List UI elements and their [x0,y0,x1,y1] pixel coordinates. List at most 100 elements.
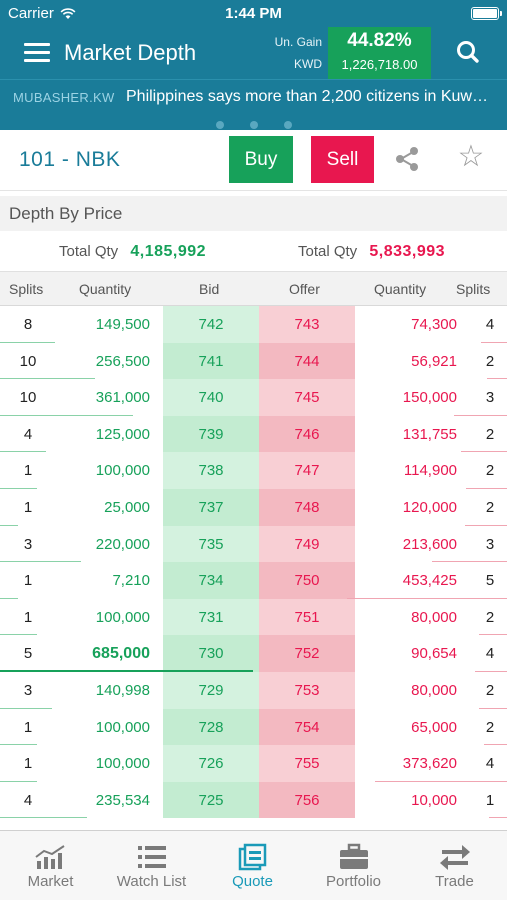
tab-market[interactable]: Market [0,831,101,900]
tab-quote[interactable]: Quote [202,831,303,900]
tab-portfolio[interactable]: Portfolio [303,831,404,900]
bid-quantity: 149,500 [95,316,150,333]
offer-price: 750 [294,572,320,590]
bid-cell-bg [163,342,259,380]
offer-cell-bg [259,635,355,672]
bid-volume-bar [0,597,18,599]
offer-volume-bar [478,707,507,709]
depth-row[interactable]: 3 140,998 729 753 80,000 2 [0,672,507,709]
bid-total: Total Qty 4,185,992 [59,243,206,261]
offer-volume-bar [478,634,507,636]
depth-row[interactable]: 10 361,000 740 745 150,000 3 [0,379,507,416]
offer-splits: 4 [485,645,495,663]
offer-cell-bg [259,525,355,563]
offer-splits: 2 [485,682,495,699]
depth-row[interactable]: 1 25,000 737 748 120,000 2 [0,489,507,526]
offer-price: 745 [294,389,320,407]
news-ticker[interactable]: MUBASHER.KW Philippines says more than 2… [0,79,507,130]
bid-splits: 10 [19,389,37,407]
clock: 1:44 PM [225,5,282,22]
bid-total-value: 4,185,992 [130,243,207,260]
tab-trade[interactable]: Trade [404,831,505,900]
depth-table-header: Splits Quantity Bid Offer Quantity Split… [0,271,507,306]
bid-price: 738 [198,462,224,480]
offer-price: 753 [294,682,320,699]
offer-splits: 2 [485,499,495,516]
offer-volume-bar [454,414,507,416]
menu-icon[interactable] [24,43,50,63]
bid-splits: 1 [23,572,33,590]
bid-volume-bar [0,341,56,343]
bid-cell-bg [163,635,259,672]
bid-price: 742 [198,316,224,333]
depth-row[interactable]: 3 220,000 735 749 213,600 3 [0,525,507,563]
bid-cell-bg [163,415,259,453]
offer-volume-bar [347,597,507,599]
offer-cell-bg [259,489,355,526]
page-dot [215,121,224,129]
depth-row[interactable]: 4 235,534 725 756 10,000 1 [0,781,507,819]
depth-row[interactable]: 1 100,000 738 747 114,900 2 [0,452,507,489]
depth-row[interactable]: 1 100,000 726 755 373,620 4 [0,745,507,782]
news-headline[interactable]: Philippines says more than 2,200 citizen… [126,88,492,105]
carrier-info: Carrier [8,5,76,22]
bid-price: 735 [198,535,224,553]
offer-volume-bar [375,780,507,782]
offer-splits: 4 [485,755,495,773]
offer-price: 744 [294,352,320,370]
bid-splits: 1 [23,755,33,773]
bid-cell-bg [163,672,259,709]
col-offer-splits: Splits [456,281,491,297]
bid-splits: 4 [23,791,33,809]
bid-volume-bar [0,707,53,709]
share-button[interactable] [392,144,422,174]
bid-splits: 5 [23,645,33,663]
offer-quantity: 150,000 [402,389,457,407]
symbol-name[interactable]: 101 - NBK [19,148,121,171]
depth-row[interactable]: 8 149,500 742 743 74,300 4 [0,306,507,343]
gain-label: Un. Gain [274,35,322,49]
bid-volume-bar [0,524,18,526]
bid-splits: 1 [23,608,33,626]
bid-cell-bg [163,598,259,636]
bid-cell-bg [163,525,259,563]
unrealized-gain-box[interactable]: 44.82% 1,226,718.00 [328,27,431,79]
bid-quantity: 220,000 [95,535,150,553]
gain-amount: 1,226,718.00 [341,57,418,72]
favorite-button[interactable]: ☆ [455,142,487,174]
search-button[interactable] [450,37,486,69]
depth-row[interactable]: 1 100,000 728 754 65,000 2 [0,708,507,746]
currency-label: KWD [294,57,322,71]
bid-quantity: 235,534 [95,791,150,809]
depth-row[interactable]: 1 100,000 731 751 80,000 2 [0,598,507,636]
depth-row[interactable]: 1 7,210 734 750 453,425 5 [0,562,507,599]
tab-watch-list[interactable]: Watch List [101,831,202,900]
tab-label: Quote [232,873,273,890]
offer-price: 756 [294,791,320,809]
col-offer-quantity: Quantity [374,281,427,297]
sell-button[interactable]: Sell [311,136,374,183]
offer-total-label: Total Qty [298,243,358,260]
offer-cell-bg [259,708,355,746]
offer-cell-bg [259,598,355,636]
bid-quantity: 25,000 [104,499,150,516]
tab-label: Market [27,873,74,890]
search-icon [457,41,479,63]
depth-row[interactable]: 5 685,000 730 752 90,654 4 [0,635,507,672]
offer-cell-bg [259,672,355,709]
offer-quantity: 80,000 [411,608,457,626]
offer-price: 748 [294,499,320,516]
depth-row[interactable]: 10 256,500 741 744 56,921 2 [0,342,507,380]
depth-row[interactable]: 4 125,000 739 746 131,755 2 [0,415,507,453]
depth-table[interactable]: 8 149,500 742 743 74,300 4 10 256,500 741 744 56,9… [0,306,507,830]
bid-cell-bg [163,781,259,819]
share-icon [396,147,418,171]
bid-splits: 3 [23,682,33,699]
bid-price: 728 [198,718,224,736]
list-icon [138,846,166,868]
offer-volume-bar [460,451,507,453]
totals-row: Total Qty 4,185,992 Total Qty 5,833,993 [0,231,507,271]
bid-splits: 10 [19,352,37,370]
buy-button[interactable]: Buy [229,136,293,183]
bid-splits: 4 [23,425,33,443]
